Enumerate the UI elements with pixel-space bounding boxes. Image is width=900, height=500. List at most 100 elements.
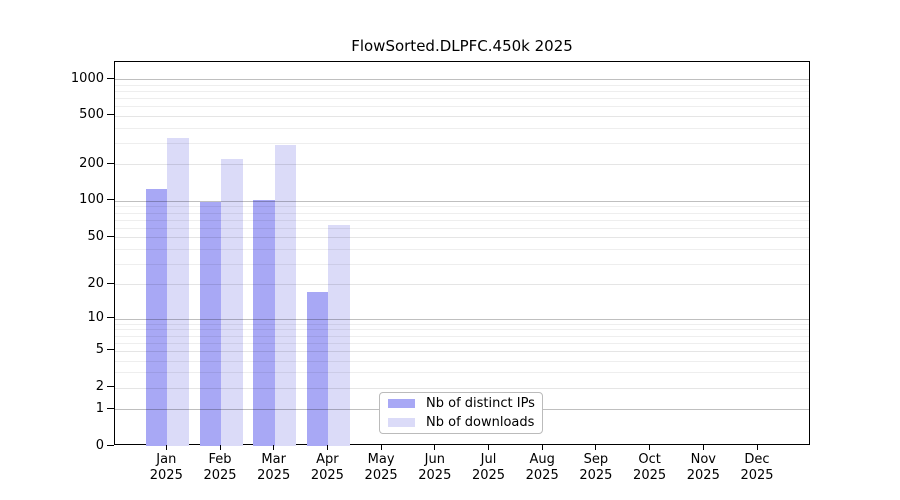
bar-downloads-mar (274, 144, 297, 446)
y-tick-label-500: 500 (79, 107, 104, 123)
y-tick-2 (107, 386, 114, 388)
x-tick-jan (165, 445, 167, 450)
gridline-10 (115, 318, 809, 320)
y-tick-label-2: 2 (95, 379, 104, 395)
legend-label-downloads: Nb of downloads (426, 414, 535, 430)
x-tick-mar (273, 445, 275, 450)
y-tick-label-200: 200 (79, 155, 104, 171)
legend-item-downloads: Nb of downloads (388, 415, 534, 431)
bar-downloads-jan (167, 137, 189, 446)
gridline-50 (115, 237, 809, 239)
y-tick-label-1000: 1000 (70, 70, 104, 86)
gridline-600 (115, 106, 809, 108)
x-tick-month: Oct (638, 452, 661, 467)
x-tick-label-nov: Nov 2025 (671, 452, 735, 483)
x-tick-oct (649, 445, 651, 450)
x-tick-month: Apr (316, 452, 339, 467)
y-tick-100 (107, 199, 114, 201)
x-tick-label-oct: Oct 2025 (618, 452, 682, 483)
x-tick-year: 2025 (203, 467, 237, 483)
x-tick-month: Nov (690, 452, 716, 467)
legend-label-distinct-ips: Nb of distinct IPs (426, 395, 535, 411)
gridline-9 (115, 323, 809, 325)
x-tick-month: Dec (744, 452, 770, 467)
x-tick-may (380, 445, 382, 450)
x-tick-month: Mar (261, 452, 286, 467)
gridline-20 (115, 284, 809, 286)
y-tick-label-0: 0 (95, 437, 104, 453)
x-tick-label-jan: Jan 2025 (134, 452, 198, 483)
x-tick-month: Jul (480, 452, 497, 467)
x-tick-label-feb: Feb 2025 (188, 452, 252, 483)
x-tick-year: 2025 (257, 467, 291, 483)
gridline-6 (115, 342, 809, 344)
x-tick-label-aug: Aug 2025 (510, 452, 574, 483)
x-tick-label-sep: Sep 2025 (564, 452, 628, 483)
y-tick-label-10: 10 (87, 310, 104, 326)
gridline-500 (115, 115, 809, 117)
x-tick-month: Sep (583, 452, 609, 467)
y-tick-50 (107, 235, 114, 237)
legend-item-distinct-ips: Nb of distinct IPs (388, 395, 535, 412)
x-tick-month: May (367, 452, 395, 467)
x-tick-aug (541, 445, 543, 450)
bar-downloads-apr (328, 225, 350, 446)
legend-swatch-downloads (388, 418, 415, 427)
y-tick-1 (107, 407, 114, 409)
x-tick-label-dec: Dec 2025 (725, 452, 789, 483)
y-tick-label-20: 20 (87, 275, 104, 291)
gridline-60 (115, 227, 809, 229)
gridline-4 (115, 360, 809, 362)
gridline-7 (115, 335, 809, 337)
x-tick-year: 2025 (686, 467, 720, 483)
y-tick-0 (107, 444, 114, 446)
x-tick-year: 2025 (633, 467, 667, 483)
gridline-400 (115, 127, 809, 129)
x-tick-year: 2025 (579, 467, 613, 483)
gridline-800 (115, 90, 809, 92)
x-tick-year: 2025 (310, 467, 344, 483)
x-tick-label-mar: Mar 2025 (242, 452, 306, 483)
y-tick-10 (107, 317, 114, 319)
x-tick-month: Feb (208, 452, 232, 467)
gridline-200 (115, 164, 809, 166)
gridline-70 (115, 219, 809, 221)
y-tick-label-100: 100 (79, 192, 104, 208)
bar-ips-mar (253, 199, 275, 446)
x-tick-dec (756, 445, 758, 450)
y-tick-label-1: 1 (95, 400, 104, 416)
gridline-40 (115, 248, 809, 250)
x-tick-year: 2025 (740, 467, 774, 483)
gridline-8 (115, 329, 809, 331)
x-tick-month: Aug (529, 452, 555, 467)
y-tick-200 (107, 162, 114, 164)
y-tick-1000 (107, 77, 114, 79)
x-tick-jun (434, 445, 436, 450)
gridline-3 (115, 372, 809, 374)
bar-downloads-feb (221, 159, 243, 446)
x-tick-label-may: May 2025 (349, 452, 413, 483)
y-tick-label-50: 50 (87, 228, 104, 244)
gridline-300 (115, 142, 809, 144)
x-tick-jul (488, 445, 489, 450)
gridline-1000 (115, 79, 809, 80)
x-tick-label-jun: Jun 2025 (403, 452, 467, 483)
y-tick-20 (107, 282, 114, 284)
plot-area (114, 61, 810, 446)
gridline-30 (115, 263, 809, 265)
gridline-5 (115, 350, 809, 352)
x-tick-label-apr: Apr 2025 (295, 452, 359, 483)
legend: Nb of distinct IPs Nb of downloads (379, 392, 543, 434)
x-tick-year: 2025 (418, 467, 452, 483)
y-tick-5 (107, 349, 114, 351)
x-tick-month: Jan (156, 452, 177, 467)
y-tick-500 (107, 114, 114, 116)
gridline-80 (115, 212, 809, 214)
chart-title: FlowSorted.DLPFC.450k 2025 (351, 37, 573, 55)
x-tick-year: 2025 (364, 467, 398, 483)
x-tick-month: Jun (424, 452, 445, 467)
x-tick-year: 2025 (525, 467, 559, 483)
x-tick-year: 2025 (149, 467, 183, 483)
gridline-2 (115, 387, 809, 389)
